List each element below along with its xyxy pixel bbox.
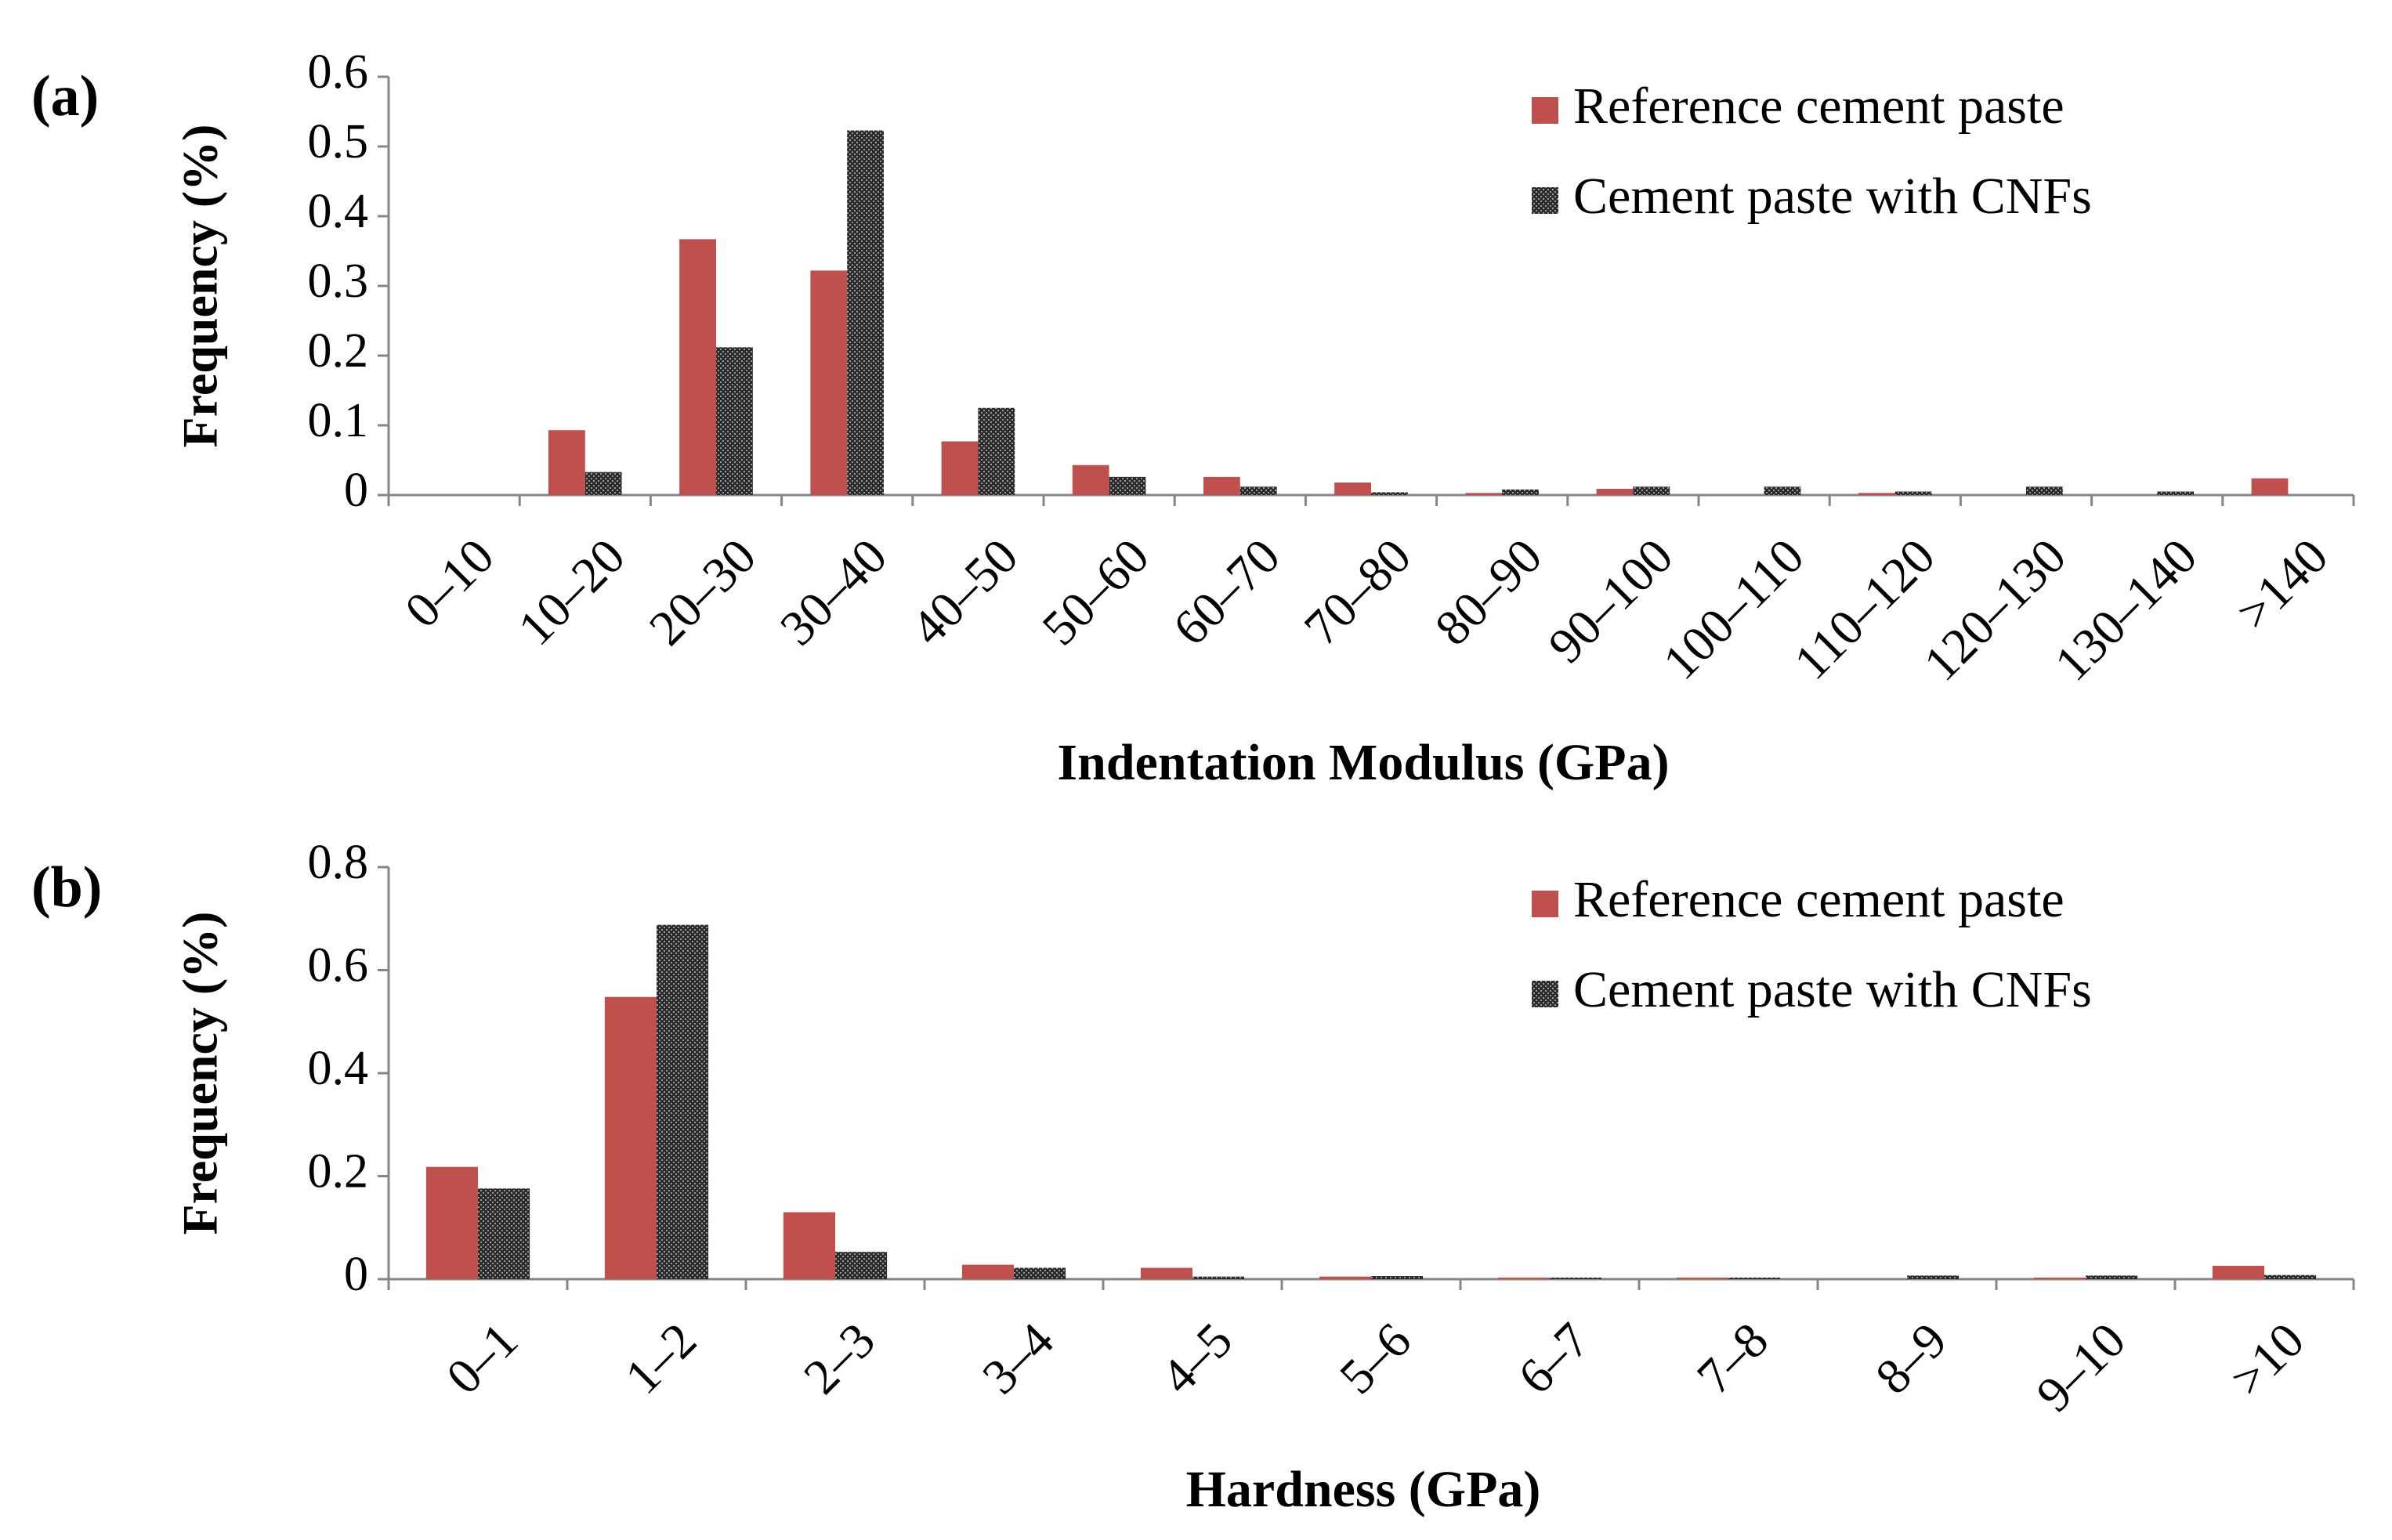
x-tick-label: 9–10 [2025, 1312, 2136, 1423]
x-tick-label: 5–6 [1329, 1312, 1421, 1404]
y-axis-title: Frequency (%) [172, 125, 228, 448]
bar [1894, 491, 1932, 495]
bar [478, 1188, 530, 1279]
x-tick-label: 0–1 [436, 1312, 528, 1404]
bar [810, 270, 848, 495]
bar [847, 130, 885, 495]
bar [1633, 486, 1670, 495]
x-tick-label: 6–7 [1507, 1312, 1600, 1404]
y-tick-label: 0.4 [308, 185, 369, 238]
bar [1371, 1276, 1424, 1279]
bar [1465, 493, 1503, 495]
bar [604, 996, 657, 1279]
x-tick-label: 1–2 [614, 1312, 707, 1404]
y-tick-label: 0.6 [308, 939, 369, 992]
y-tick-label: 0.6 [308, 45, 369, 99]
x-tick-label: 110–120 [1783, 528, 1945, 690]
bar [783, 1212, 835, 1279]
bar [941, 441, 979, 495]
x-axis-title: Indentation Modulus (GPa) [1057, 734, 1669, 791]
y-tick-label: 0.2 [308, 324, 369, 378]
x-tick-label: 2–3 [793, 1312, 885, 1404]
legend-swatch [1532, 981, 1558, 1007]
x-tick-label: 50–60 [1031, 528, 1159, 656]
legend-label: Reference cement paste [1573, 78, 2065, 135]
bar [1334, 482, 1371, 495]
bar [2033, 1278, 2086, 1279]
bar [2086, 1275, 2138, 1279]
y-tick-label: 0.3 [308, 255, 369, 308]
x-tick-label: 20–30 [639, 528, 766, 656]
bar [1239, 486, 1277, 495]
x-tick-label: 60–70 [1163, 528, 1290, 656]
x-tick-label: 130–140 [2044, 528, 2208, 692]
bar [1072, 465, 1109, 495]
x-tick-label: >10 [2220, 1312, 2314, 1407]
bar [2157, 491, 2195, 495]
x-tick-label: 40–50 [900, 528, 1028, 656]
x-tick-label: 8–9 [1865, 1312, 1957, 1404]
bar [1371, 492, 1408, 495]
bar [548, 430, 585, 495]
bar [2251, 478, 2289, 495]
bar [1550, 1278, 1602, 1279]
y-tick-label: 0.5 [308, 115, 369, 168]
bar [584, 472, 622, 495]
panel-label: (b) [31, 855, 102, 920]
bar [2264, 1274, 2317, 1279]
y-axis-title: Frequency (%) [172, 912, 228, 1235]
panel-label: (a) [31, 64, 99, 128]
bar [1014, 1267, 1066, 1279]
bar [716, 347, 753, 495]
y-tick-label: 0.4 [308, 1042, 369, 1095]
x-tick-label: 30–40 [769, 528, 897, 656]
bar [2212, 1265, 2264, 1279]
bar [1497, 1278, 1550, 1279]
legend-swatch [1532, 187, 1558, 214]
bar [1728, 1278, 1781, 1279]
bar [1676, 1278, 1728, 1279]
x-tick-label: 100–110 [1652, 528, 1815, 690]
legend-label: Cement paste with CNFs [1573, 961, 2092, 1018]
x-axis-title: Hardness (GPa) [1186, 1461, 1541, 1518]
x-tick-label: 7–8 [1686, 1312, 1779, 1404]
bar [1502, 489, 1540, 495]
bar [1907, 1275, 1960, 1279]
x-tick-label: >140 [2226, 528, 2339, 641]
bar [1764, 486, 1801, 495]
bar [961, 1264, 1014, 1279]
x-tick-label: 4–5 [1150, 1312, 1243, 1404]
x-tick-label: 70–80 [1294, 528, 1421, 656]
legend-label: Reference cement paste [1573, 871, 2065, 928]
y-tick-label: 0 [344, 464, 368, 517]
bar [425, 1166, 478, 1279]
bar [1596, 488, 1634, 495]
bar [2026, 486, 2063, 495]
y-tick-label: 0.1 [308, 394, 369, 447]
bar [1858, 493, 1895, 495]
x-tick-label: 10–20 [508, 528, 635, 656]
x-tick-label: 3–4 [972, 1312, 1064, 1404]
bar [1203, 476, 1240, 495]
legend-swatch [1532, 97, 1558, 124]
bar [978, 407, 1015, 495]
x-tick-label: 80–90 [1424, 528, 1552, 656]
bar [1319, 1276, 1371, 1279]
x-tick-label: 120–130 [1913, 528, 2077, 692]
legend-label: Cement paste with CNFs [1573, 168, 2092, 225]
bar [1192, 1276, 1245, 1279]
y-tick-label: 0.8 [308, 836, 369, 889]
bar [657, 924, 709, 1279]
bar [835, 1252, 888, 1279]
bar [1140, 1267, 1192, 1279]
bar [1109, 476, 1146, 495]
bar [679, 239, 716, 495]
x-tick-label: 0–10 [394, 528, 505, 638]
y-tick-label: 0 [344, 1248, 368, 1301]
y-tick-label: 0.2 [308, 1145, 369, 1198]
legend-swatch [1532, 891, 1558, 917]
